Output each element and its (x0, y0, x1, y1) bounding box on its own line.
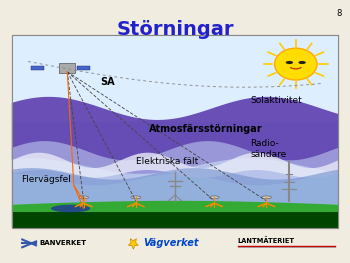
Ellipse shape (299, 61, 306, 64)
Polygon shape (12, 201, 338, 228)
Text: Atmosfärsstörningar: Atmosfärsstörningar (149, 124, 262, 134)
Polygon shape (128, 239, 138, 249)
Text: Solaktivitet: Solaktivitet (250, 96, 302, 105)
Polygon shape (12, 153, 338, 178)
Ellipse shape (131, 196, 141, 199)
Polygon shape (12, 168, 338, 205)
Text: Radio-
sändare: Radio- sändare (250, 139, 286, 159)
Text: Elektriska fält: Elektriska fält (136, 157, 198, 166)
Ellipse shape (261, 196, 271, 199)
Ellipse shape (79, 196, 89, 199)
Text: LANTMÄTERIET: LANTMÄTERIET (238, 237, 295, 244)
FancyBboxPatch shape (12, 213, 338, 228)
Text: Vägverket: Vägverket (144, 238, 199, 248)
Polygon shape (12, 141, 338, 185)
FancyBboxPatch shape (59, 63, 76, 73)
Circle shape (274, 48, 317, 80)
Text: Störningar: Störningar (116, 20, 234, 39)
Polygon shape (12, 97, 338, 174)
Ellipse shape (286, 61, 293, 64)
FancyBboxPatch shape (77, 66, 90, 70)
Text: Flervägsfel: Flervägsfel (22, 175, 71, 184)
FancyBboxPatch shape (12, 35, 338, 122)
Text: SA: SA (100, 77, 114, 87)
Text: BANVERKET: BANVERKET (40, 240, 87, 246)
FancyBboxPatch shape (12, 35, 338, 228)
Ellipse shape (209, 196, 219, 199)
FancyBboxPatch shape (32, 66, 44, 70)
Ellipse shape (51, 205, 90, 213)
Text: 8: 8 (336, 9, 342, 18)
